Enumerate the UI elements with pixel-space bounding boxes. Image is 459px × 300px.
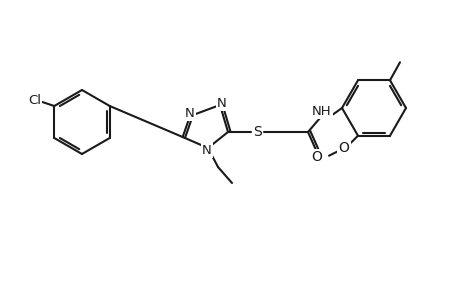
Text: Cl: Cl <box>28 94 41 106</box>
Text: N: N <box>185 106 195 119</box>
Text: N: N <box>217 97 226 110</box>
Text: S: S <box>253 125 262 139</box>
Text: N: N <box>202 143 212 157</box>
Text: O: O <box>311 150 322 164</box>
Text: NH: NH <box>312 104 331 118</box>
Text: O: O <box>338 141 349 155</box>
